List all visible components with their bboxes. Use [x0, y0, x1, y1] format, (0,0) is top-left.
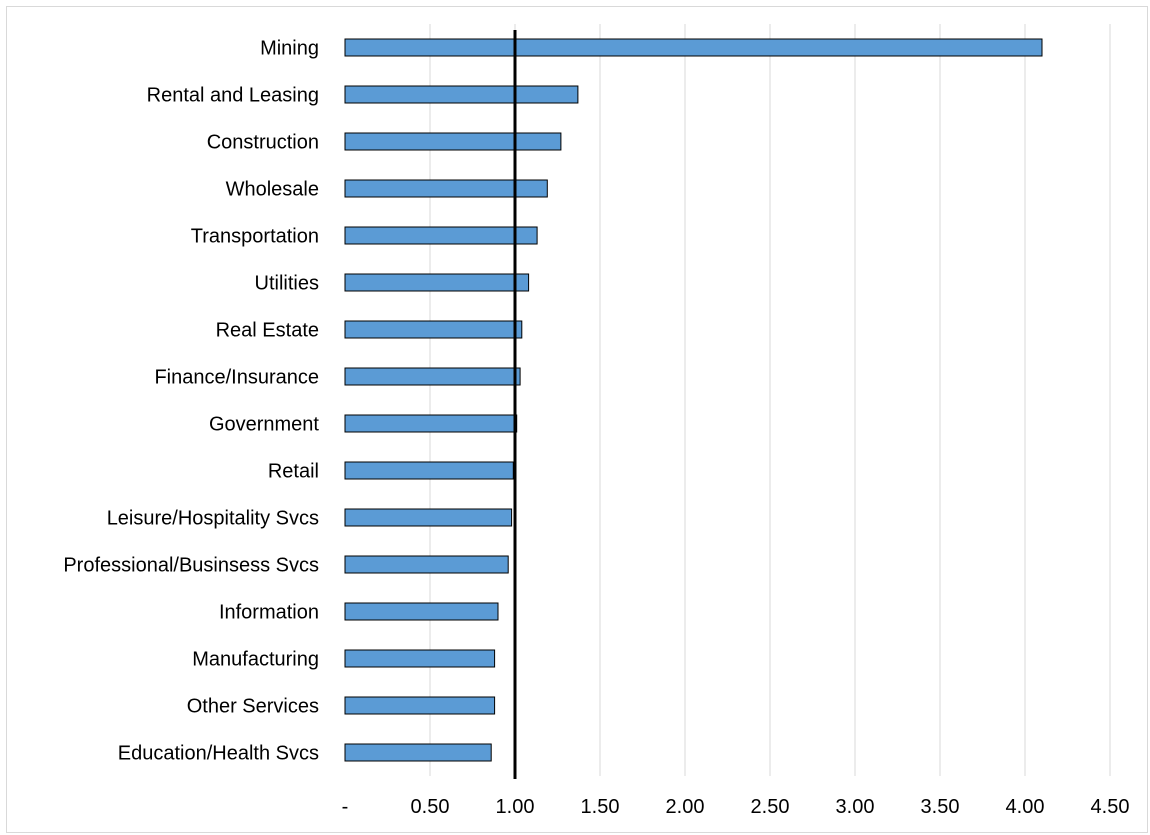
bar	[344, 132, 562, 151]
bar	[344, 320, 523, 339]
bar	[344, 649, 496, 668]
category-label: Finance/Insurance	[154, 367, 319, 389]
x-tick-label: 3.00	[836, 796, 875, 818]
category-label: Wholesale	[226, 179, 319, 201]
bar	[344, 508, 513, 527]
bar	[344, 414, 518, 433]
bar	[344, 602, 499, 621]
x-tick-labels: - 0.50 1.00 1.50 2.00 2.50 3.00 3.50 4.00 4.50	[342, 796, 1130, 818]
category-labels: Mining Rental and Leasing Construction Whol…	[63, 38, 319, 765]
category-label: Other Services	[187, 696, 319, 718]
bar	[344, 367, 521, 386]
x-tick-label: 2.00	[666, 796, 705, 818]
x-tick-label: 0.50	[411, 796, 450, 818]
category-label: Government	[209, 414, 319, 436]
bar	[344, 555, 509, 574]
category-label: Leisure/Hospitality Svcs	[107, 508, 319, 530]
category-label: Mining	[260, 38, 319, 60]
bar	[344, 743, 492, 762]
bar	[344, 696, 496, 715]
bar	[344, 179, 548, 198]
x-tick-label: 4.00	[1006, 796, 1045, 818]
chart-frame	[6, 6, 1148, 833]
category-label: Transportation	[191, 226, 319, 248]
bars	[344, 38, 1043, 762]
category-label: Professional/Businsess Svcs	[63, 555, 319, 577]
bar	[344, 226, 538, 245]
x-tick-label: 2.50	[751, 796, 790, 818]
category-label: Utilities	[255, 273, 319, 295]
x-tick-label: 1.50	[581, 796, 620, 818]
x-tick-label: 3.50	[921, 796, 960, 818]
category-label: Construction	[207, 132, 319, 154]
category-label: Education/Health Svcs	[118, 743, 319, 765]
category-label: Real Estate	[216, 320, 319, 342]
bar	[344, 273, 530, 292]
bar	[344, 461, 514, 480]
bar	[344, 38, 1043, 57]
category-label: Retail	[268, 461, 319, 483]
category-label: Rental and Leasing	[147, 85, 319, 107]
category-label: Manufacturing	[192, 649, 319, 671]
bar	[344, 85, 579, 104]
x-tick-label: 1.00	[496, 796, 535, 818]
category-label: Information	[219, 602, 319, 624]
x-tick-label: -	[342, 796, 349, 818]
x-tick-label: 4.50	[1091, 796, 1130, 818]
